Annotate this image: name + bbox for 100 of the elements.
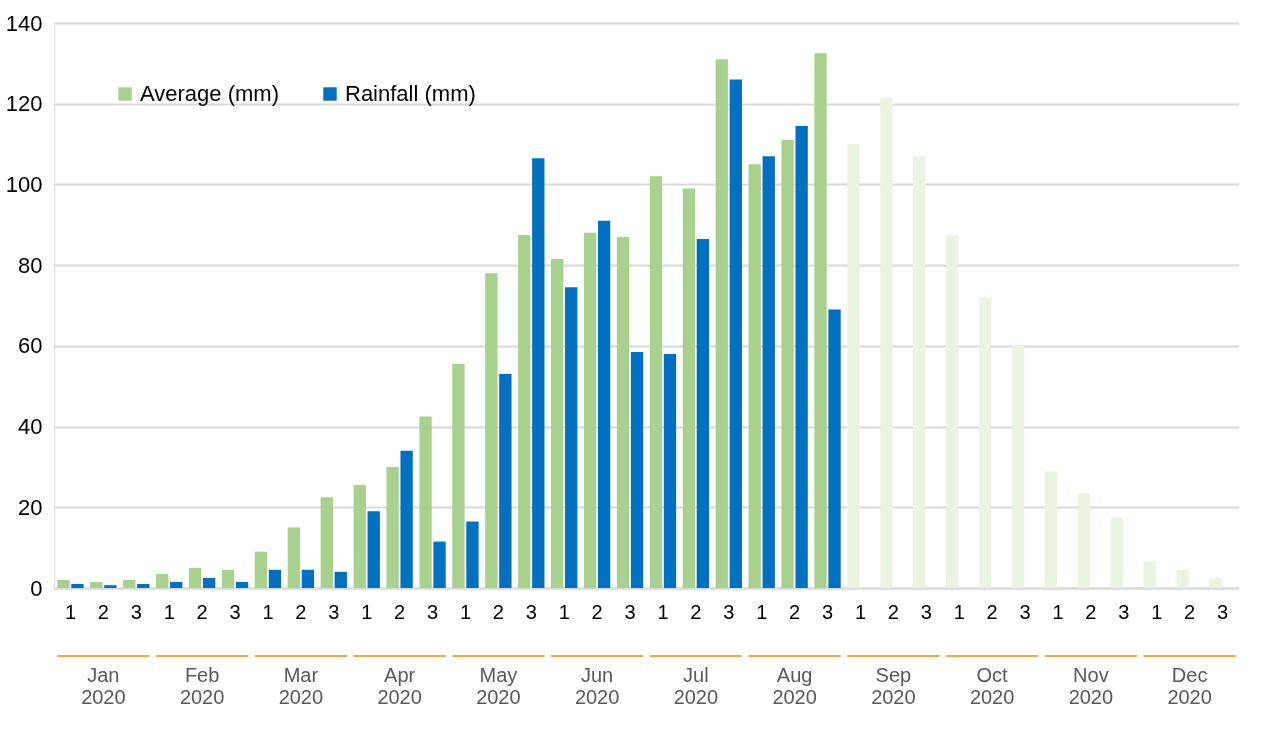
bar [682, 188, 696, 588]
text: Aug 2020 [772, 664, 817, 708]
bar [880, 97, 893, 588]
bar [795, 125, 808, 588]
y-tick-label: 0 [30, 575, 43, 601]
x-tick-label: 3 [130, 600, 142, 623]
x-tick-label: 3 [920, 600, 932, 623]
bar [748, 164, 761, 588]
bar [518, 234, 531, 588]
x-tick-label: 1 [163, 600, 175, 623]
bar [334, 571, 347, 588]
text: Nov 2020 [1068, 664, 1114, 708]
x-tick-label: 2 [492, 600, 504, 623]
x-tick-label: 3 [1216, 600, 1229, 623]
x-tick-label: 2 [986, 600, 998, 623]
x-tick-label: 3 [229, 600, 241, 623]
bar [1176, 569, 1189, 588]
bar [57, 579, 70, 588]
text: Sep 2020 [871, 664, 916, 708]
text: May 2020 [476, 664, 521, 708]
bar [254, 551, 268, 588]
bar [814, 53, 827, 588]
bar [597, 220, 611, 588]
legend-label: Average (mm) [140, 81, 279, 106]
bar [565, 287, 578, 588]
bar [485, 273, 498, 588]
bar [170, 581, 183, 588]
bar [137, 583, 150, 588]
bar [715, 59, 728, 588]
x-tick-label: 3 [328, 600, 340, 623]
bar [1044, 470, 1058, 588]
x-tick-label: 2 [887, 600, 899, 623]
bar [1209, 577, 1222, 588]
x-tick-label: 1 [953, 600, 965, 623]
x-tick-label: 2 [394, 600, 406, 623]
bar [386, 466, 399, 588]
bar [235, 581, 249, 588]
x-tick-label: 3 [1019, 600, 1031, 623]
text: Jul 2020 [673, 664, 719, 708]
text: Apr 2020 [377, 664, 422, 708]
text: Jan 2020 [81, 664, 126, 708]
bar [616, 236, 630, 588]
x-tick-label: 1 [657, 600, 669, 623]
bar [978, 297, 992, 588]
bar [630, 351, 644, 588]
text: Oct 2020 [969, 664, 1015, 708]
bar [90, 581, 103, 588]
x-tick-label: 3 [723, 600, 735, 623]
x-tick-label: 1 [459, 600, 472, 623]
bar [946, 234, 959, 588]
bar [188, 567, 202, 588]
bar [781, 140, 794, 588]
bar [583, 232, 597, 588]
y-tick-label: 60 [18, 333, 43, 359]
bar [532, 158, 545, 588]
bar [1110, 517, 1123, 588]
x-tick-label: 3 [1118, 600, 1130, 623]
text: Jun 2020 [574, 664, 620, 708]
x-tick-label: 3 [821, 600, 834, 623]
bar [828, 309, 841, 588]
bar [762, 156, 775, 588]
bar [847, 144, 860, 588]
bar [433, 541, 446, 588]
x-tick-label: 1 [1151, 600, 1163, 623]
y-tick-label: 40 [18, 414, 43, 440]
x-tick-label: 1 [854, 600, 867, 623]
bar [499, 374, 512, 588]
x-tick-label: 2 [295, 600, 307, 623]
bar [221, 569, 235, 588]
bar [287, 527, 301, 588]
bar [301, 569, 315, 588]
x-tick-label: 2 [789, 600, 801, 623]
bar [696, 238, 710, 588]
x-tick-label: 2 [591, 600, 603, 623]
x-tick-label: 2 [97, 600, 109, 623]
x-tick-label: 2 [196, 600, 208, 623]
bar [71, 583, 84, 588]
x-tick-label: 1 [1052, 600, 1064, 623]
bar [1011, 345, 1025, 588]
y-tick-label: 140 [5, 10, 43, 36]
bar [1143, 561, 1156, 588]
bar [913, 156, 926, 588]
text: Dec 2020 [1167, 664, 1212, 708]
x-tick-label: 1 [262, 600, 274, 623]
bar [419, 416, 432, 588]
x-tick-label: 3 [525, 600, 537, 623]
x-tick-label: 3 [624, 600, 636, 623]
x-tick-label: 2 [1184, 600, 1196, 623]
bar [104, 585, 117, 588]
bar [466, 521, 479, 588]
bar [663, 353, 677, 588]
y-tick-label: 80 [18, 252, 43, 278]
bar [452, 364, 465, 588]
text: Feb 2020 [179, 664, 225, 708]
bar [268, 569, 282, 588]
x-tick-label: 1 [756, 600, 768, 623]
text: Mar 2020 [278, 664, 324, 708]
bar [202, 577, 216, 588]
x-tick-label: 2 [690, 600, 702, 623]
x-tick-label: 3 [426, 600, 439, 623]
